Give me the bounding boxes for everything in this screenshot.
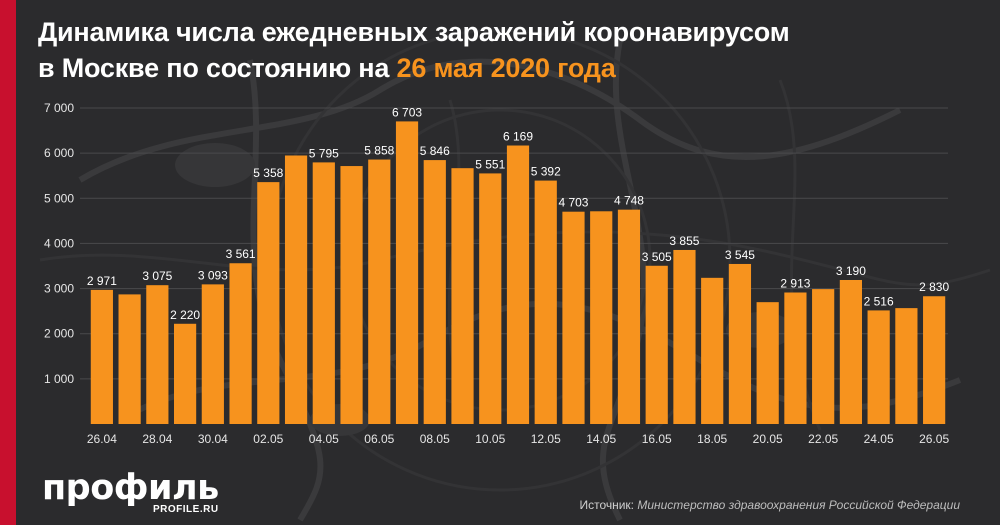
data-label: 2 220 [170,308,200,322]
data-label: 5 846 [420,144,450,158]
data-label: 4 703 [558,196,588,210]
red-accent-bar [0,0,16,525]
x-tick-label: 14.05 [586,432,616,446]
bar-21.05 [784,292,807,424]
bar-26.04 [90,289,113,424]
bar-26.05 [923,296,946,424]
data-label: 5 392 [531,165,561,179]
bar-03.05 [284,155,308,424]
data-label: 4 748 [614,194,644,208]
source-organization: Министерство здравоохранения Российской … [637,498,960,512]
data-label: 5 358 [253,166,283,180]
data-label: 3 561 [226,247,256,261]
data-label: 5 795 [309,146,339,160]
bar-15.05 [617,209,641,424]
data-label: 2 516 [864,294,894,308]
data-label: 3 093 [198,268,228,282]
x-tick-label: 30.04 [198,432,228,446]
y-tick-label: 6 000 [44,146,74,160]
data-label: 2 913 [780,276,810,290]
y-tick-label: 1 000 [44,372,74,386]
bar-14.05 [590,211,613,424]
data-labels: 2 971 3 075 2 220 3 093 3 561 5 358 5 795 5 858… [87,105,950,321]
chart-title: Динамика числа ежедневных заражений коро… [38,14,988,86]
bar-09.05 [451,168,474,424]
bar-08.05 [423,160,446,425]
profil-site-label: PROFILE.RU [153,504,219,515]
x-tick-label: 16.05 [642,432,672,446]
title-date-highlight: 26 мая 2020 года [396,53,616,83]
bar-04.05 [312,162,335,424]
data-label: 6 169 [503,130,533,144]
source-note: Источник: Министерство здравоохранения Р… [579,498,960,512]
data-label: 3 505 [642,250,672,264]
bar-30.04 [201,284,224,424]
bar-29.04 [174,323,197,424]
bar-05.05 [340,166,363,424]
data-label: 3 075 [142,269,172,283]
x-tick-label: 02.05 [253,432,283,446]
data-label: 3 855 [669,234,699,248]
bar-22.05 [812,289,835,424]
bar-13.05 [562,211,585,424]
x-tick-label: 08.05 [420,432,450,446]
y-tick-label: 7 000 [44,101,74,115]
bars [90,121,946,425]
data-label: 6 703 [392,105,422,119]
x-tick-label: 22.05 [808,432,838,446]
bar-24.05 [867,310,890,424]
bar-27.04 [118,294,141,424]
bar-02.05 [257,182,280,424]
bar-18.05 [701,277,724,424]
bar-20.05 [756,302,779,424]
bar-25.05 [895,308,918,424]
source-label: Источник: [579,498,635,512]
bar-19.05 [728,263,752,424]
bar-23.05 [839,279,862,424]
data-label: 3 545 [725,248,755,262]
title-line-1: Динамика числа ежедневных заражений коро… [38,17,790,47]
bar-17.05 [673,249,696,424]
data-label: 2 971 [87,274,117,288]
x-tick-label: 20.05 [753,432,783,446]
x-tick-label: 10.05 [475,432,505,446]
data-label: 5 551 [475,157,505,171]
y-axis-tick-labels: 1 000 2 000 3 000 4 000 5 000 6 000 7 000 [44,101,74,386]
x-tick-label: 24.05 [864,432,894,446]
bar-07.05 [395,121,419,425]
bar-12.05 [534,180,557,424]
data-label: 2 830 [919,280,949,294]
title-line-2-prefix: в Москве по состоянию на [38,53,397,83]
bar-11.05 [506,145,530,424]
x-tick-label: 18.05 [697,432,727,446]
bar-10.05 [479,173,502,424]
bar-16.05 [645,265,668,424]
profil-logo: профиль [42,468,219,508]
data-label: 5 858 [364,144,394,158]
title-line-2: в Москве по состоянию на 26 мая 2020 год… [38,50,988,86]
bar-06.05 [368,159,391,424]
y-tick-label: 4 000 [44,236,74,250]
x-tick-label: 26.05 [919,432,949,446]
bar-28.04 [146,285,169,424]
x-tick-label: 04.05 [309,432,339,446]
bar-01.05 [229,263,252,424]
x-tick-label: 26.04 [87,432,117,446]
x-tick-label: 12.05 [531,432,561,446]
data-label: 3 190 [836,264,866,278]
x-tick-label: 06.05 [364,432,394,446]
x-tick-label: 28.04 [142,432,172,446]
y-tick-label: 3 000 [44,282,74,296]
x-axis-tick-labels: 26.04 28.04 30.04 02.05 04.05 06.05 08.05 10.05… [87,432,950,446]
y-tick-label: 2 000 [44,327,74,341]
y-tick-label: 5 000 [44,191,74,205]
